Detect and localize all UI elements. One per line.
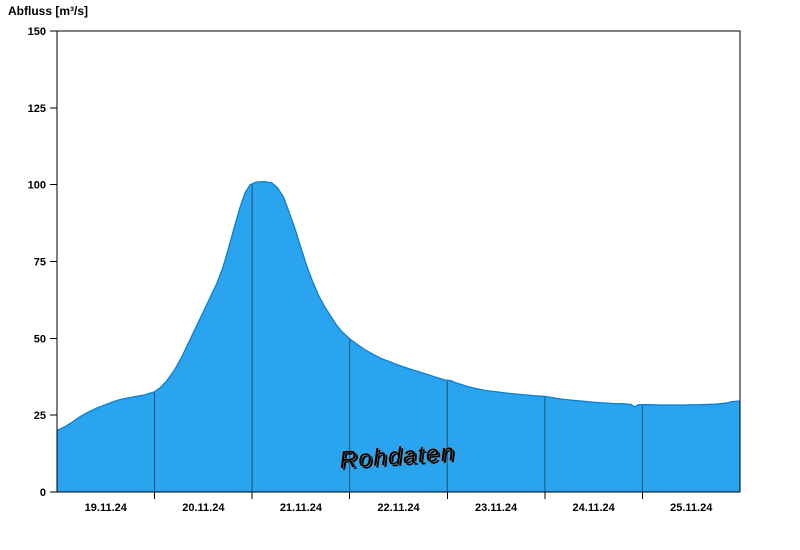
x-date-label: 25.11.24 — [670, 502, 713, 514]
x-date-label: 19.11.24 — [85, 502, 128, 514]
y-tick-label: 50 — [34, 333, 46, 345]
y-tick-label: 0 — [40, 487, 46, 499]
x-date-label: 24.11.24 — [573, 502, 616, 514]
y-tick-label: 125 — [28, 103, 46, 115]
x-date-label: 22.11.24 — [377, 502, 420, 514]
x-date-label: 20.11.24 — [182, 502, 225, 514]
y-tick-label: 25 — [34, 410, 46, 422]
y-tick-label: 75 — [34, 257, 46, 269]
discharge-curve — [56, 180, 741, 432]
x-date-label: 23.11.24 — [475, 502, 518, 514]
y-tick-label: 150 — [28, 26, 46, 38]
y-axis-title: Abfluss [m³/s] — [8, 4, 89, 18]
discharge-area-fill — [57, 181, 740, 492]
x-date-label: 21.11.24 — [280, 502, 323, 514]
y-tick-label: 100 — [28, 180, 46, 192]
